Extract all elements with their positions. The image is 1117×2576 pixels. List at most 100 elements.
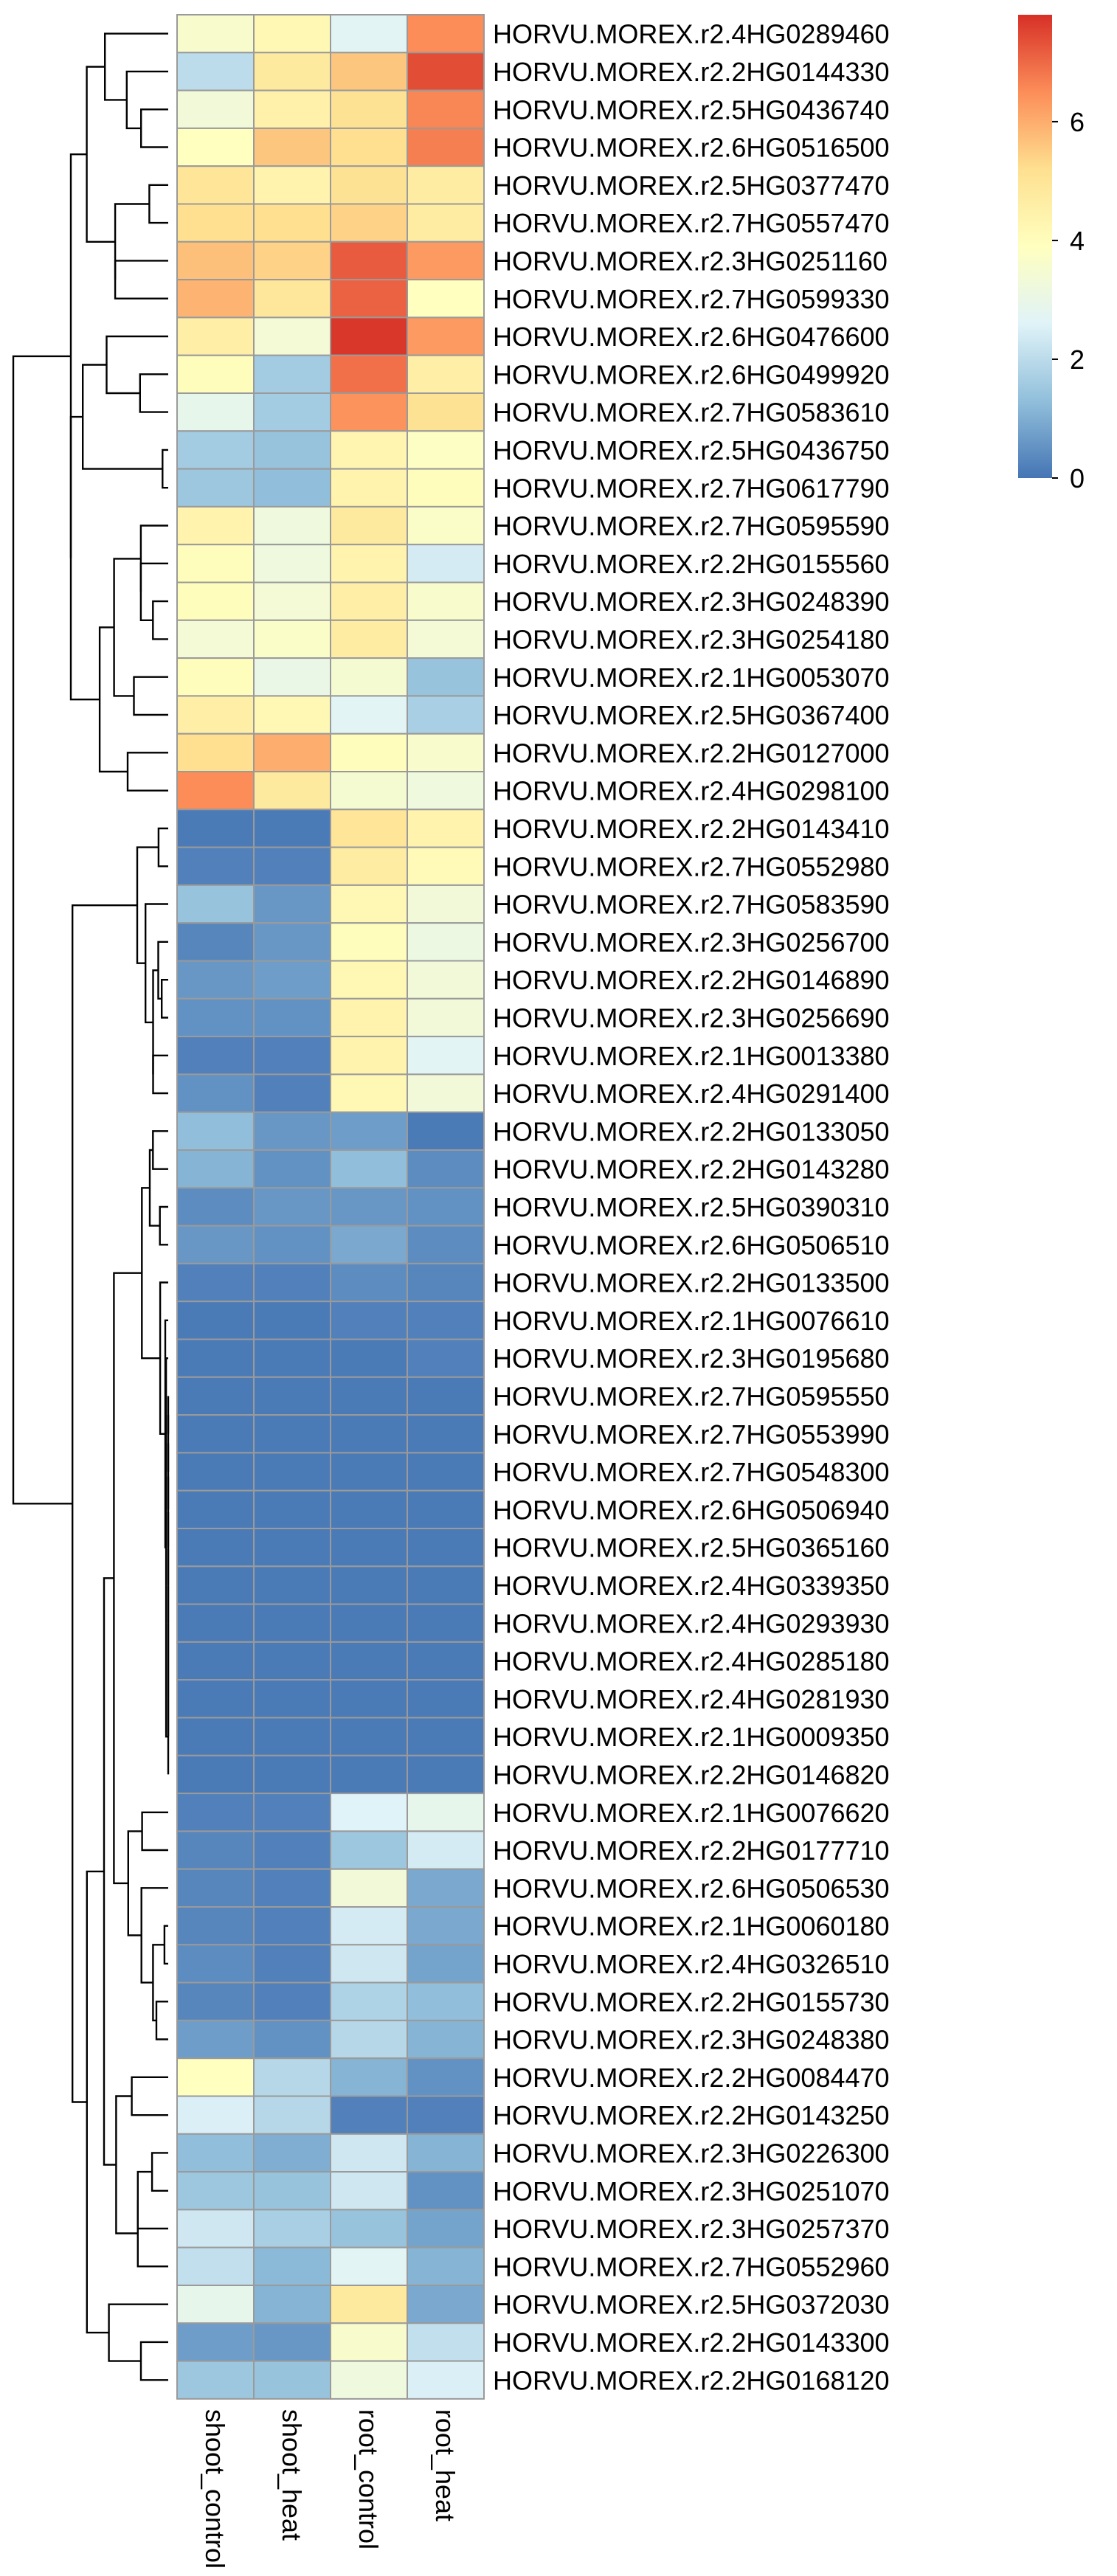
dendrogram-branch: [125, 70, 168, 130]
heatmap-cell: [253, 203, 331, 243]
row-label: HORVU.MOREX.r2.4HG0326510: [493, 1949, 890, 1979]
heatmap-cell: [176, 279, 255, 319]
dendrogram-branch: [159, 1205, 168, 1246]
heatmap-cell: [253, 960, 331, 1000]
heatmap-cell: [330, 1565, 408, 1605]
dendrogram-branch: [86, 1870, 109, 2334]
heatmap-cell: [253, 657, 331, 697]
heatmap-cell: [330, 1793, 408, 1832]
heatmap-cell: [253, 884, 331, 924]
heatmap-cell: [407, 14, 485, 54]
row-label: HORVU.MOREX.r2.2HG0133050: [493, 1116, 890, 1146]
heatmap-cell: [330, 430, 408, 470]
heatmap-cell: [176, 392, 255, 432]
heatmap-cell: [176, 1149, 255, 1189]
heatmap-cell: [176, 165, 255, 205]
heatmap-cell: [330, 1603, 408, 1643]
heatmap-cell: [253, 1868, 331, 1908]
row-label: HORVU.MOREX.r2.6HG0476600: [493, 322, 890, 352]
column-label: root_control: [353, 2409, 384, 2549]
dendrogram-branch: [141, 1187, 161, 1360]
heatmap-cell: [330, 354, 408, 395]
heatmap-cell: [253, 619, 331, 659]
heatmap-cell: [407, 695, 485, 735]
heatmap-cell: [253, 430, 331, 470]
heatmap-cell: [253, 2209, 331, 2248]
heatmap-cell: [330, 1528, 408, 1568]
row-label: HORVU.MOREX.r2.2HG0143300: [493, 2327, 890, 2358]
heatmap-cell: [176, 997, 255, 1038]
dendrogram-branch: [139, 562, 168, 621]
heatmap-cell: [330, 2019, 408, 2060]
heatmap-cell: [407, 1603, 485, 1643]
heatmap-cell: [253, 2133, 331, 2173]
heatmap-cell: [176, 1528, 255, 1568]
heatmap-cell: [253, 2095, 331, 2135]
row-label: HORVU.MOREX.r2.6HG0506940: [493, 1495, 890, 1525]
dendrogram-branch: [140, 108, 168, 148]
heatmap-cell: [407, 316, 485, 356]
heatmap-cell: [407, 279, 485, 319]
heatmap-cell: [253, 1981, 331, 2021]
heatmap-cell: [253, 1073, 331, 1113]
dendrogram-branch: [126, 752, 168, 792]
row-label: HORVU.MOREX.r2.2HG0177710: [493, 1835, 890, 1866]
heatmap-cell: [407, 809, 485, 848]
dendrogram-branch: [148, 1149, 160, 1227]
row-label: HORVU.MOREX.r2.7HG0595550: [493, 1381, 890, 1411]
heatmap-cell: [330, 505, 408, 546]
row-label: HORVU.MOREX.r2.3HG0195680: [493, 1343, 890, 1374]
heatmap-cell: [330, 1452, 408, 1492]
heatmap-cell: [176, 127, 255, 167]
heatmap-cell: [253, 2246, 331, 2286]
row-label: HORVU.MOREX.r2.3HG0251070: [493, 2176, 890, 2206]
heatmap-cell: [253, 1111, 331, 1151]
heatmap-cell: [176, 1036, 255, 1076]
row-label: HORVU.MOREX.r2.1HG0053070: [493, 662, 890, 693]
heatmap-cell: [330, 1981, 408, 2021]
heatmap-cell: [330, 733, 408, 773]
heatmap-cell: [176, 2095, 255, 2135]
heatmap-cell: [407, 1793, 485, 1832]
dendrogram-branch: [136, 846, 159, 964]
heatmap-cell: [330, 2171, 408, 2211]
row-label: HORVU.MOREX.r2.5HG0390310: [493, 1192, 890, 1222]
heatmap-cell: [407, 505, 485, 546]
heatmap-cell: [253, 52, 331, 91]
heatmap-cell: [176, 846, 255, 886]
heatmap-cell: [176, 695, 255, 735]
row-label: HORVU.MOREX.r2.1HG0009350: [493, 1722, 890, 1752]
heatmap-cell: [253, 1301, 331, 1340]
heatmap-cell: [253, 2019, 331, 2060]
heatmap-cell: [253, 846, 331, 886]
heatmap-cell: [330, 1111, 408, 1151]
heatmap-cell: [176, 1981, 255, 2021]
heatmap-cell: [407, 1452, 485, 1492]
heatmap-cell: [407, 1489, 485, 1529]
heatmap-cell: [176, 430, 255, 470]
heatmap-cell: [176, 1073, 255, 1113]
row-label: HORVU.MOREX.r2.3HG0248390: [493, 586, 890, 617]
heatmap-cell: [253, 1149, 331, 1189]
heatmap-cell: [253, 2322, 331, 2362]
heatmap-cell: [330, 279, 408, 319]
heatmap-cell: [176, 354, 255, 395]
dendrogram-branch: [152, 1130, 168, 1170]
heatmap-cell: [330, 581, 408, 621]
heatmap-cell: [407, 960, 485, 1000]
heatmap-cell: [176, 2019, 255, 2060]
heatmap-cell: [330, 240, 408, 281]
dendrogram-branch: [113, 1272, 142, 1885]
column-label: shoot_heat: [277, 2409, 307, 2541]
heatmap-cell: [253, 2285, 331, 2324]
row-label: HORVU.MOREX.r2.3HG0256700: [493, 927, 890, 958]
legend-tick-label: 4: [1070, 226, 1085, 256]
color-legend: 0 2 4 6: [1018, 15, 1085, 494]
heatmap-cell: [407, 846, 485, 886]
row-label: HORVU.MOREX.r2.7HG0548300: [493, 1457, 890, 1487]
heatmap-cell: [253, 1944, 331, 1984]
heatmap-cell: [407, 1717, 485, 1756]
heatmap-cell: [176, 2360, 255, 2400]
row-label: HORVU.MOREX.r2.2HG0127000: [493, 738, 890, 768]
heatmap-cell: [253, 316, 331, 356]
